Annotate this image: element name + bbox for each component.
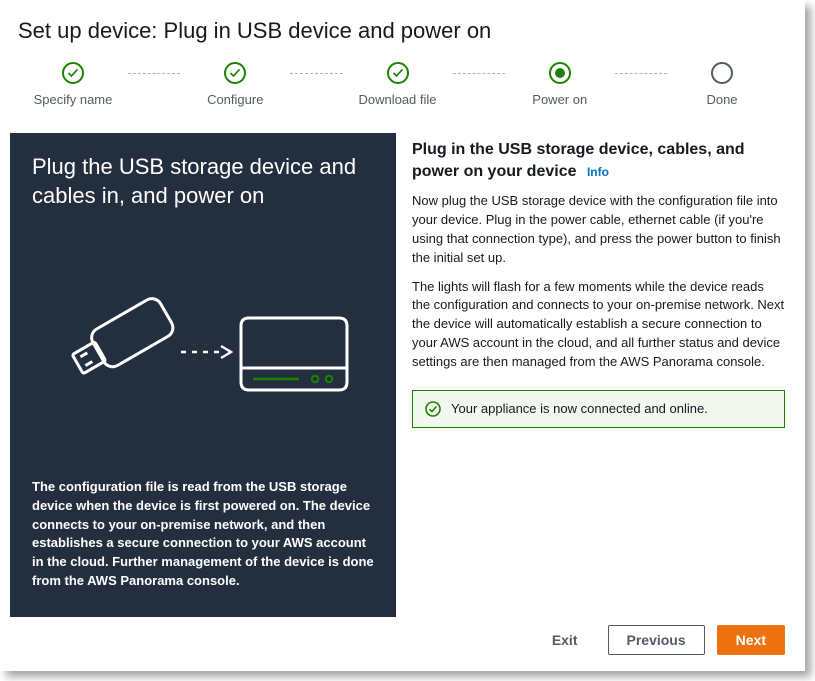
- wizard-footer: Exit Previous Next: [534, 625, 785, 655]
- check-icon: [387, 62, 409, 84]
- instructions-paragraph-2: The lights will flash for a few moments …: [412, 278, 785, 372]
- status-message: Your appliance is now connected and onli…: [451, 401, 708, 416]
- left-panel-description: The configuration file is read from the …: [32, 478, 374, 591]
- step-specify-name: Specify name: [18, 62, 128, 107]
- step-label: Power on: [532, 92, 587, 107]
- step-label: Specify name: [34, 92, 113, 107]
- pending-step-icon: [711, 62, 733, 84]
- exit-button[interactable]: Exit: [534, 626, 596, 654]
- step-done: Done: [667, 62, 777, 107]
- right-content-panel: Plug in the USB storage device, cables, …: [410, 133, 785, 617]
- step-label: Download file: [358, 92, 436, 107]
- step-label: Configure: [207, 92, 263, 107]
- page-title: Set up device: Plug in USB device and po…: [18, 18, 785, 44]
- wizard-stepper: Specify name Configure Download file Pow…: [18, 62, 777, 107]
- step-connector: [453, 73, 505, 74]
- check-icon: [224, 62, 246, 84]
- usb-illustration: [32, 244, 374, 454]
- step-power-on: Power on: [505, 62, 615, 107]
- check-icon: [62, 62, 84, 84]
- step-connector: [290, 73, 342, 74]
- active-step-icon: [549, 62, 571, 84]
- step-configure: Configure: [180, 62, 290, 107]
- status-success-box: Your appliance is now connected and onli…: [412, 390, 785, 428]
- previous-button[interactable]: Previous: [608, 625, 705, 655]
- instructions-paragraph-1: Now plug the USB storage device with the…: [412, 192, 785, 267]
- info-link[interactable]: Info: [587, 165, 609, 179]
- left-info-panel: Plug the USB storage device and cables i…: [10, 133, 396, 617]
- success-check-icon: [425, 401, 441, 417]
- step-label: Done: [706, 92, 737, 107]
- right-panel-heading: Plug in the USB storage device, cables, …: [412, 141, 745, 180]
- step-connector: [615, 73, 667, 74]
- left-panel-heading: Plug the USB storage device and cables i…: [32, 153, 374, 210]
- step-connector: [128, 73, 180, 74]
- step-download-file: Download file: [343, 62, 453, 107]
- next-button[interactable]: Next: [717, 625, 785, 655]
